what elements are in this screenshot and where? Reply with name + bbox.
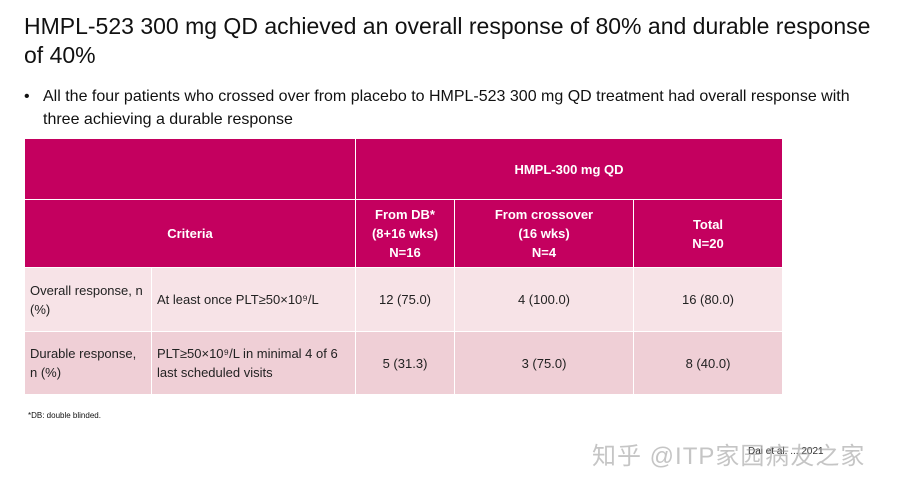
footnote: *DB: double blinded. (28, 411, 101, 420)
criteria-header: Criteria (24, 199, 356, 268)
column-header-from-crossover: From crossover (16 wks) N=4 (454, 199, 634, 268)
column-header-total: Total N=20 (633, 199, 783, 268)
column-header-line: Total (692, 216, 724, 232)
row-label: Overall response, n (%) (24, 267, 152, 332)
row-label: Durable response, n (%) (24, 331, 152, 395)
cell-value: 3 (75.0) (454, 331, 634, 395)
bullet-text: All the four patients who crossed over f… (43, 88, 850, 128)
column-header-line: (8+16 wks) (371, 226, 439, 241)
citation: Dai et al. ... 2021 (748, 446, 824, 457)
table-header-row: Criteria From DB* (8+16 wks) N=16 From c… (24, 199, 783, 268)
header-blank-cell (24, 138, 356, 200)
row-criterion: PLT≥50×10⁹/L in minimal 4 of 6 last sche… (151, 331, 356, 395)
bullet-point: • All the four patients who crossed over… (24, 85, 874, 131)
table-row-durable-response: Durable response, n (%) PLT≥50×10⁹/L in … (24, 331, 783, 395)
group-header: HMPL-300 mg QD (355, 138, 783, 200)
cell-value: 16 (80.0) (633, 267, 783, 332)
column-header-line: N=20 (692, 235, 724, 251)
slide-title: HMPL-523 300 mg QD achieved an overall r… (24, 13, 871, 68)
cell-value: 8 (40.0) (633, 331, 783, 395)
response-table: HMPL-300 mg QD Criteria From DB* (8+16 w… (24, 138, 783, 395)
row-criterion: At least once PLT≥50×10⁹/L (151, 267, 356, 332)
cell-value: 5 (31.3) (355, 331, 455, 395)
bullet-dot-icon: • (24, 88, 30, 105)
column-header-line: N=4 (531, 245, 557, 260)
column-header-line: From crossover (494, 207, 594, 222)
cell-value: 4 (100.0) (454, 267, 634, 332)
table-header-row-group: HMPL-300 mg QD (24, 138, 783, 200)
cell-value: 12 (75.0) (355, 267, 455, 332)
column-header-line: From DB* (375, 207, 435, 222)
watermark: 知乎 @ITP家园病友之家 (592, 443, 866, 470)
column-header-from-db: From DB* (8+16 wks) N=16 (355, 199, 455, 268)
column-header-line: N=16 (389, 245, 421, 260)
table-row-overall-response: Overall response, n (%) At least once PL… (24, 267, 783, 332)
column-header-line: (16 wks) (518, 226, 570, 241)
